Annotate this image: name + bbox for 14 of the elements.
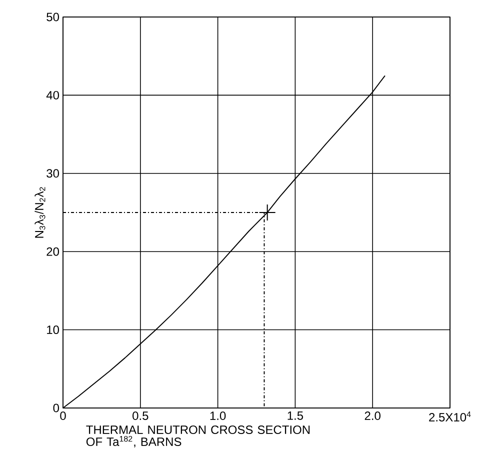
x-tick-label: 1.0 [210,412,226,420]
y-tick-label: 40 [46,90,60,100]
x-axis-title: THERMAL NEUTRON CROSS SECTION OF Ta$^{182}$, BARNS [86,426,310,448]
x-tick-label: 0 [60,412,66,420]
y-axis-title: N$_{3}$λ$_{3}$/N$_{2}$λ$_{2}$ [34,187,46,238]
x-tick-label: 1.5 [288,412,304,420]
y-tick-label: 30 [46,169,60,178]
y-tick-label: 50 [46,12,60,22]
y-tick-label: 20 [46,247,60,256]
x-tick-label: 0.5 [132,412,148,420]
y-tick-label: 10 [47,326,60,334]
x-tick-label: 2.0 [364,412,380,420]
x-tick-label: 2.5X10$^{4}$ [429,412,471,422]
y-tick-label: 0 [53,404,60,412]
